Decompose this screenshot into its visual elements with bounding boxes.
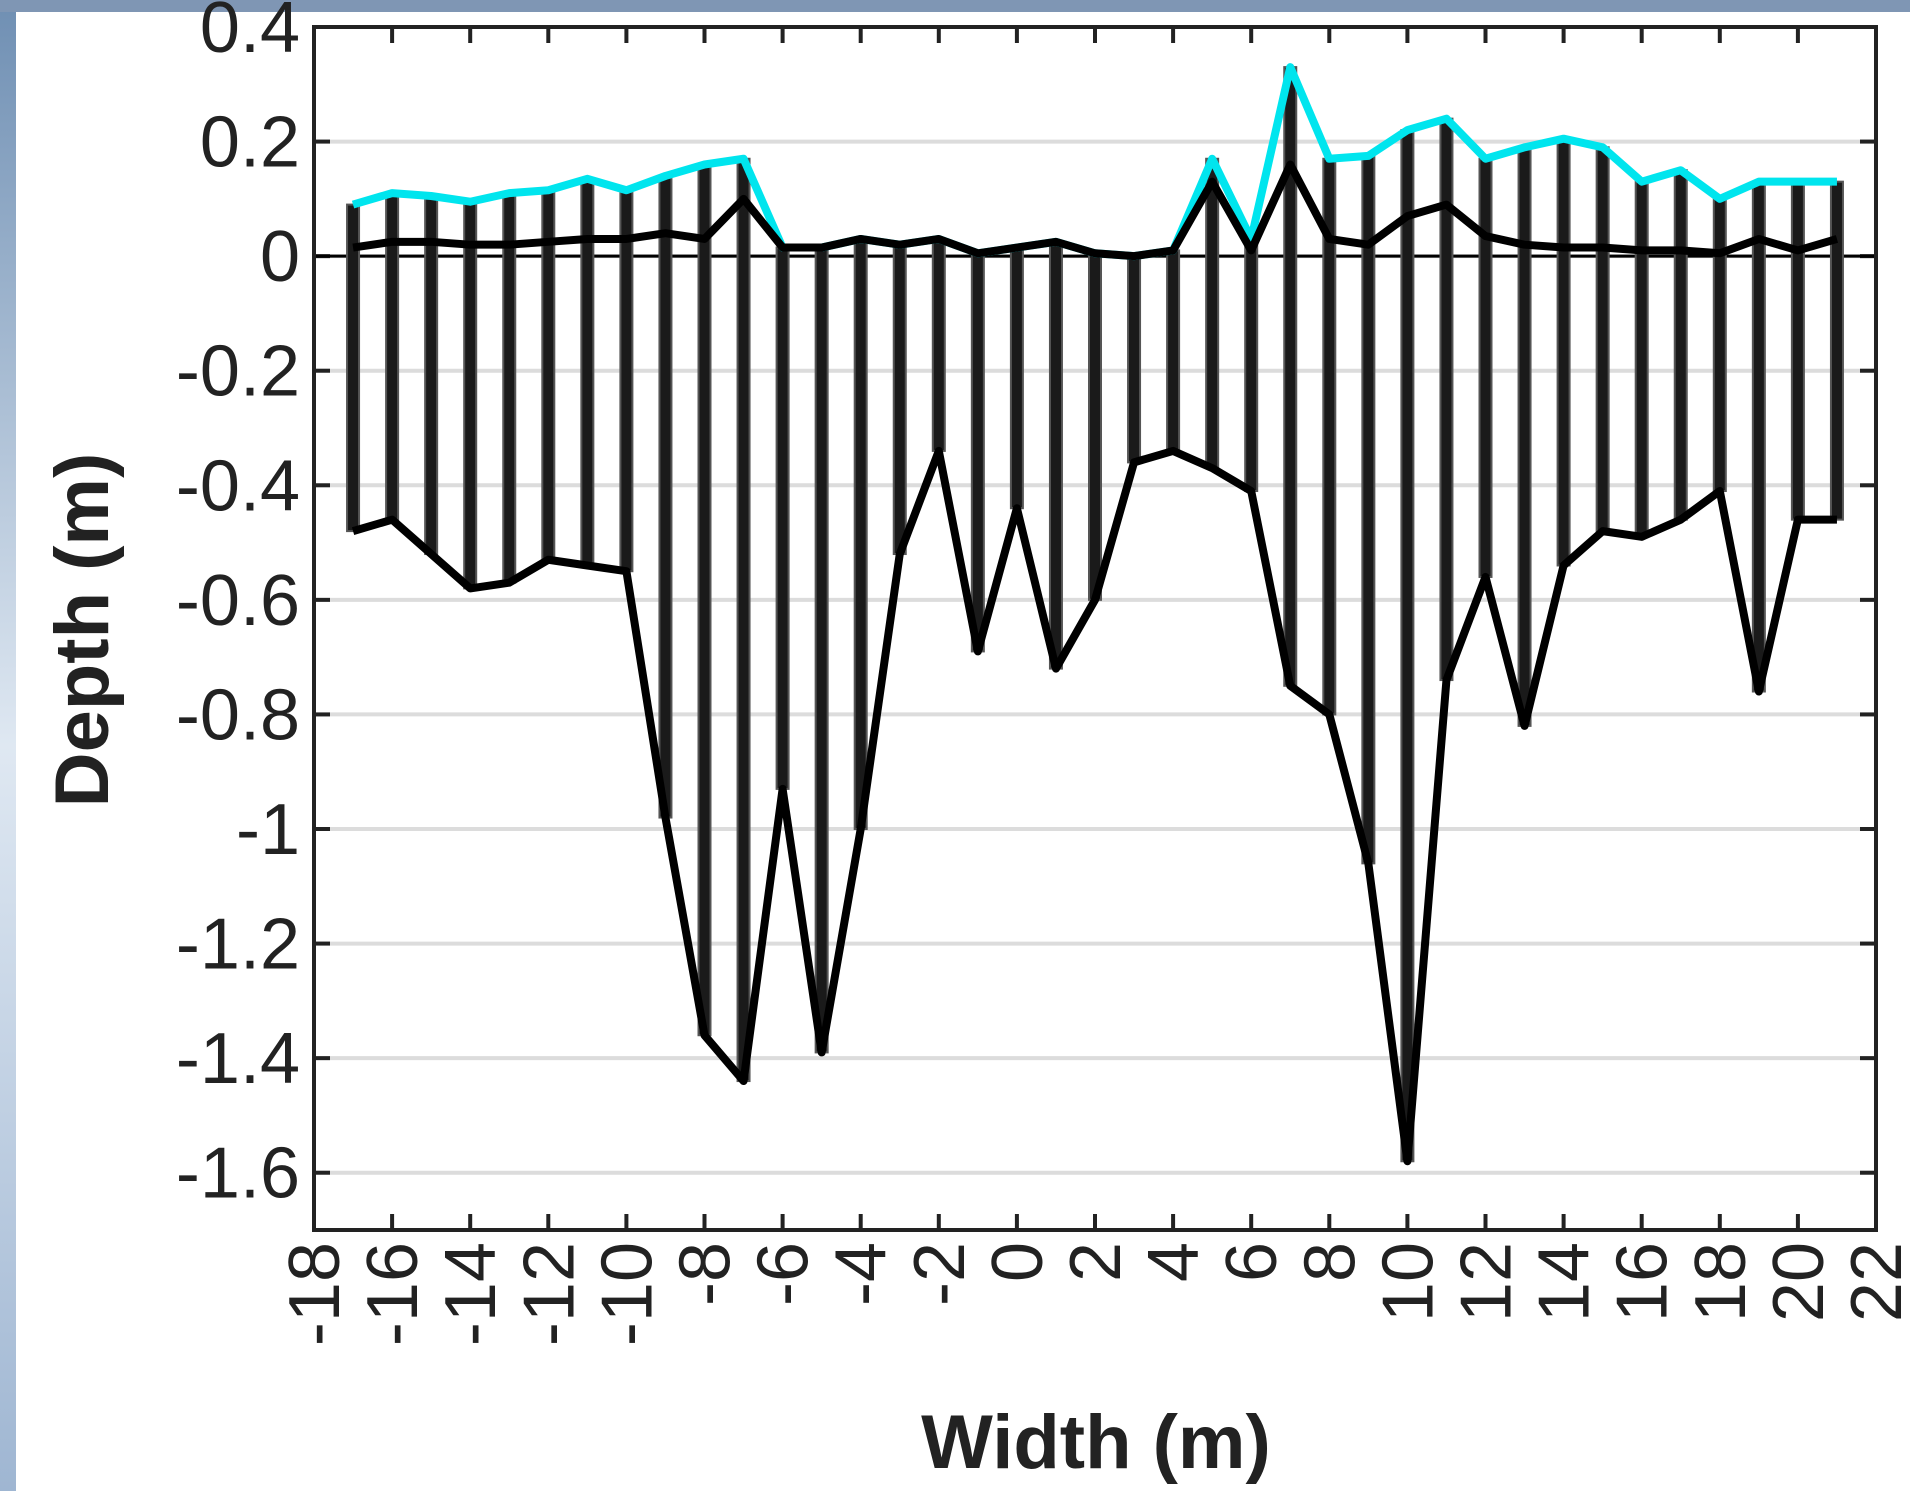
profile-bar	[736, 157, 751, 1083]
profile-bar	[1400, 129, 1415, 1163]
profile-bar	[697, 163, 712, 1037]
x-tick-label: 16	[1603, 1242, 1683, 1322]
y-tick-label: -1.2	[176, 905, 300, 985]
x-axis-title: Width (m)	[921, 1400, 1271, 1485]
profile-bar	[619, 189, 634, 573]
plot-frame	[312, 25, 1878, 1232]
profile-bar	[853, 237, 868, 830]
profile-bar	[1634, 180, 1649, 538]
profile-bar	[463, 200, 478, 590]
x-tick-label: 0	[978, 1242, 1058, 1282]
profile-bar	[970, 252, 985, 653]
profile-bar	[1088, 252, 1102, 601]
series-line	[352, 160, 1839, 261]
y-tick-label: -1	[236, 790, 300, 870]
profile-bar	[658, 174, 673, 819]
x-tick-label: 2	[1056, 1242, 1136, 1282]
x-tick-label: -16	[353, 1242, 433, 1346]
x-tick-label: -18	[275, 1242, 355, 1346]
x-tick-label: -4	[822, 1242, 902, 1306]
profile-bar	[1751, 180, 1766, 693]
x-tick-label: 10	[1368, 1242, 1448, 1322]
y-tick-label: -0.6	[176, 561, 300, 641]
x-tick-label: -10	[587, 1242, 667, 1346]
background-top-strip	[0, 0, 1910, 12]
x-tick-label: 8	[1290, 1242, 1370, 1282]
profile-bar	[892, 243, 907, 556]
profile-bar	[1127, 255, 1142, 464]
x-tick-label: 12	[1447, 1242, 1527, 1322]
y-axis-title: Depth (m)	[40, 453, 125, 808]
x-tick-label: -2	[900, 1242, 980, 1306]
y-tick-label: -0.8	[176, 675, 300, 755]
profile-bar	[814, 246, 829, 1054]
profile-bar	[1361, 154, 1376, 865]
x-tick-label: 20	[1759, 1242, 1839, 1322]
y-tick-label: 0	[260, 217, 300, 297]
y-tick-label: -0.4	[176, 446, 300, 526]
profile-bar	[1517, 146, 1532, 727]
profile-bar	[1244, 237, 1259, 493]
profile-bar	[424, 194, 439, 556]
profile-bar	[1205, 157, 1220, 470]
profile-bar	[1283, 66, 1298, 687]
profile-bar	[502, 192, 517, 584]
profile-bar	[931, 237, 946, 452]
x-tick-label: 6	[1212, 1242, 1292, 1282]
profile-bar	[1790, 180, 1805, 521]
profile-bar	[1712, 197, 1727, 493]
x-tick-label: -6	[744, 1242, 824, 1306]
x-tick-label: 18	[1681, 1242, 1761, 1322]
profile-bar	[1478, 157, 1493, 578]
x-tick-label: -12	[509, 1242, 589, 1346]
x-tick-label: 4	[1134, 1242, 1214, 1282]
series-line	[351, 446, 1837, 1166]
x-tick-label: -14	[431, 1242, 511, 1346]
profile-bar	[1673, 169, 1688, 521]
profile-bar	[1166, 249, 1181, 452]
y-tick-label: 0.4	[200, 0, 300, 68]
x-tick-label: 22	[1837, 1242, 1910, 1322]
y-tick-label: -0.2	[176, 332, 300, 412]
profile-bar	[775, 246, 790, 790]
profile-bar	[1009, 246, 1024, 510]
y-tick-label: -1.4	[176, 1019, 300, 1099]
profile-bar	[346, 203, 361, 533]
y-tick-label: -1.6	[176, 1134, 300, 1214]
x-tick-label: 14	[1525, 1242, 1605, 1322]
plot-area	[314, 27, 1876, 1230]
profile-bar	[1048, 240, 1063, 670]
background-photo-strip	[0, 0, 16, 1491]
y-tick-label: 0.2	[200, 103, 300, 183]
profile-bar	[1829, 180, 1844, 521]
profile-bar	[1595, 146, 1610, 533]
profile-bar	[1556, 137, 1571, 567]
x-tick-label: -8	[666, 1242, 746, 1306]
